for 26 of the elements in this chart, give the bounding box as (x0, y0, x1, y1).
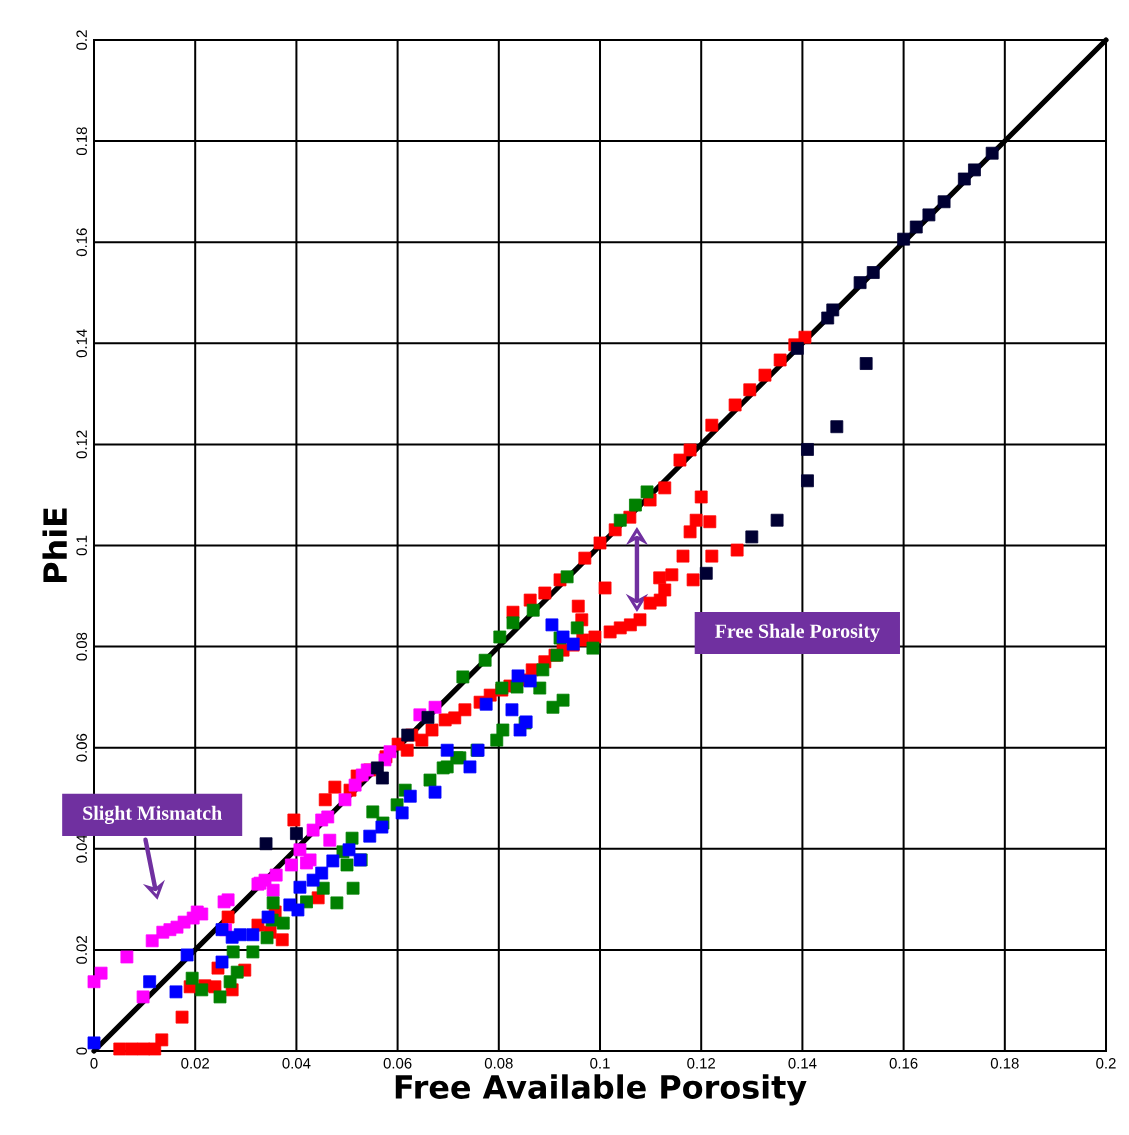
y-tick-label: 0.02 (76, 936, 87, 964)
y-tick-label: 0.12 (76, 430, 87, 459)
y-axis-title: PhiE (42, 508, 67, 582)
x-tick-label: 0.08 (484, 1058, 513, 1069)
x-tick-label: 0.2 (1096, 1058, 1116, 1069)
y-tick-label: 0.06 (76, 733, 87, 762)
x-tick-label: 0 (90, 1058, 98, 1069)
y-tick-label: 0.14 (76, 329, 87, 358)
y-tick-label: 0.1 (76, 535, 87, 556)
annotation: Slight Mismatch (83, 805, 222, 825)
y-tick-label: 0.04 (76, 834, 87, 863)
x-tick-label: 0.12 (687, 1058, 715, 1069)
y-tick-label: 0.16 (76, 228, 87, 257)
x-tick-label: 0.1 (590, 1058, 610, 1069)
x-tick-label: 0.14 (788, 1058, 817, 1069)
y-tick-label: 0.2 (76, 30, 87, 50)
x-tick-label: 0.16 (889, 1058, 918, 1069)
annotation: Free Shale Porosity (715, 623, 880, 643)
x-tick-label: 0.02 (181, 1058, 209, 1069)
x-tick-label: 0.18 (990, 1058, 1019, 1069)
y-tick-label: 0.08 (76, 632, 87, 661)
y-tick-label: 0 (76, 1047, 87, 1055)
x-axis-title: Free Available Porosity (395, 1074, 807, 1106)
y-tick-label: 0.18 (76, 127, 87, 156)
x-tick-label: 0.06 (383, 1058, 412, 1069)
x-tick-label: 0.04 (282, 1058, 311, 1069)
